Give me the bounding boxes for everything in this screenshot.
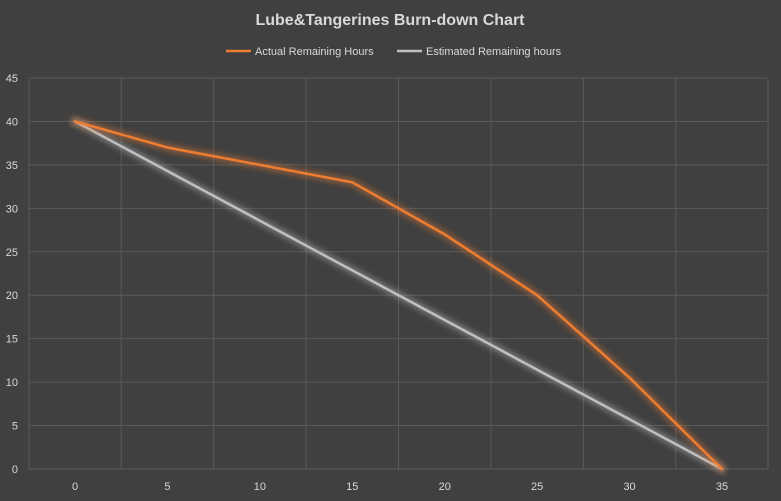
x-tick-label: 10 [254, 481, 266, 493]
chart-title: Lube&Tangerines Burn-down Chart [255, 12, 525, 29]
y-tick-label: 0 [12, 464, 18, 476]
x-tick-label: 35 [716, 481, 728, 493]
x-axis-ticks: 0 5 10 15 20 25 30 35 [72, 481, 728, 493]
x-tick-label: 0 [72, 481, 78, 493]
y-tick-label: 45 [6, 73, 18, 85]
legend-label: Actual Remaining Hours [255, 46, 374, 58]
y-tick-label: 5 [12, 421, 18, 433]
legend: Actual Remaining Hours Estimated Remainin… [226, 46, 562, 58]
y-tick-label: 25 [6, 247, 18, 259]
x-tick-label: 30 [623, 481, 635, 493]
x-tick-label: 15 [346, 481, 358, 493]
y-tick-label: 40 [6, 116, 18, 128]
y-tick-label: 10 [6, 377, 18, 389]
x-tick-label: 25 [531, 481, 543, 493]
y-tick-label: 35 [6, 160, 18, 172]
x-tick-label: 20 [439, 481, 451, 493]
series-line [73, 120, 724, 471]
y-tick-label: 15 [6, 334, 18, 346]
y-axis-ticks: 0 5 10 15 20 25 30 35 40 45 [6, 73, 18, 476]
y-tick-label: 20 [6, 290, 18, 302]
y-tick-label: 30 [6, 203, 18, 215]
x-tick-label: 5 [164, 481, 170, 493]
grid [28, 77, 769, 470]
series-layer [71, 117, 726, 473]
series-line [73, 120, 724, 471]
legend-label: Estimated Remaining hours [426, 46, 562, 58]
